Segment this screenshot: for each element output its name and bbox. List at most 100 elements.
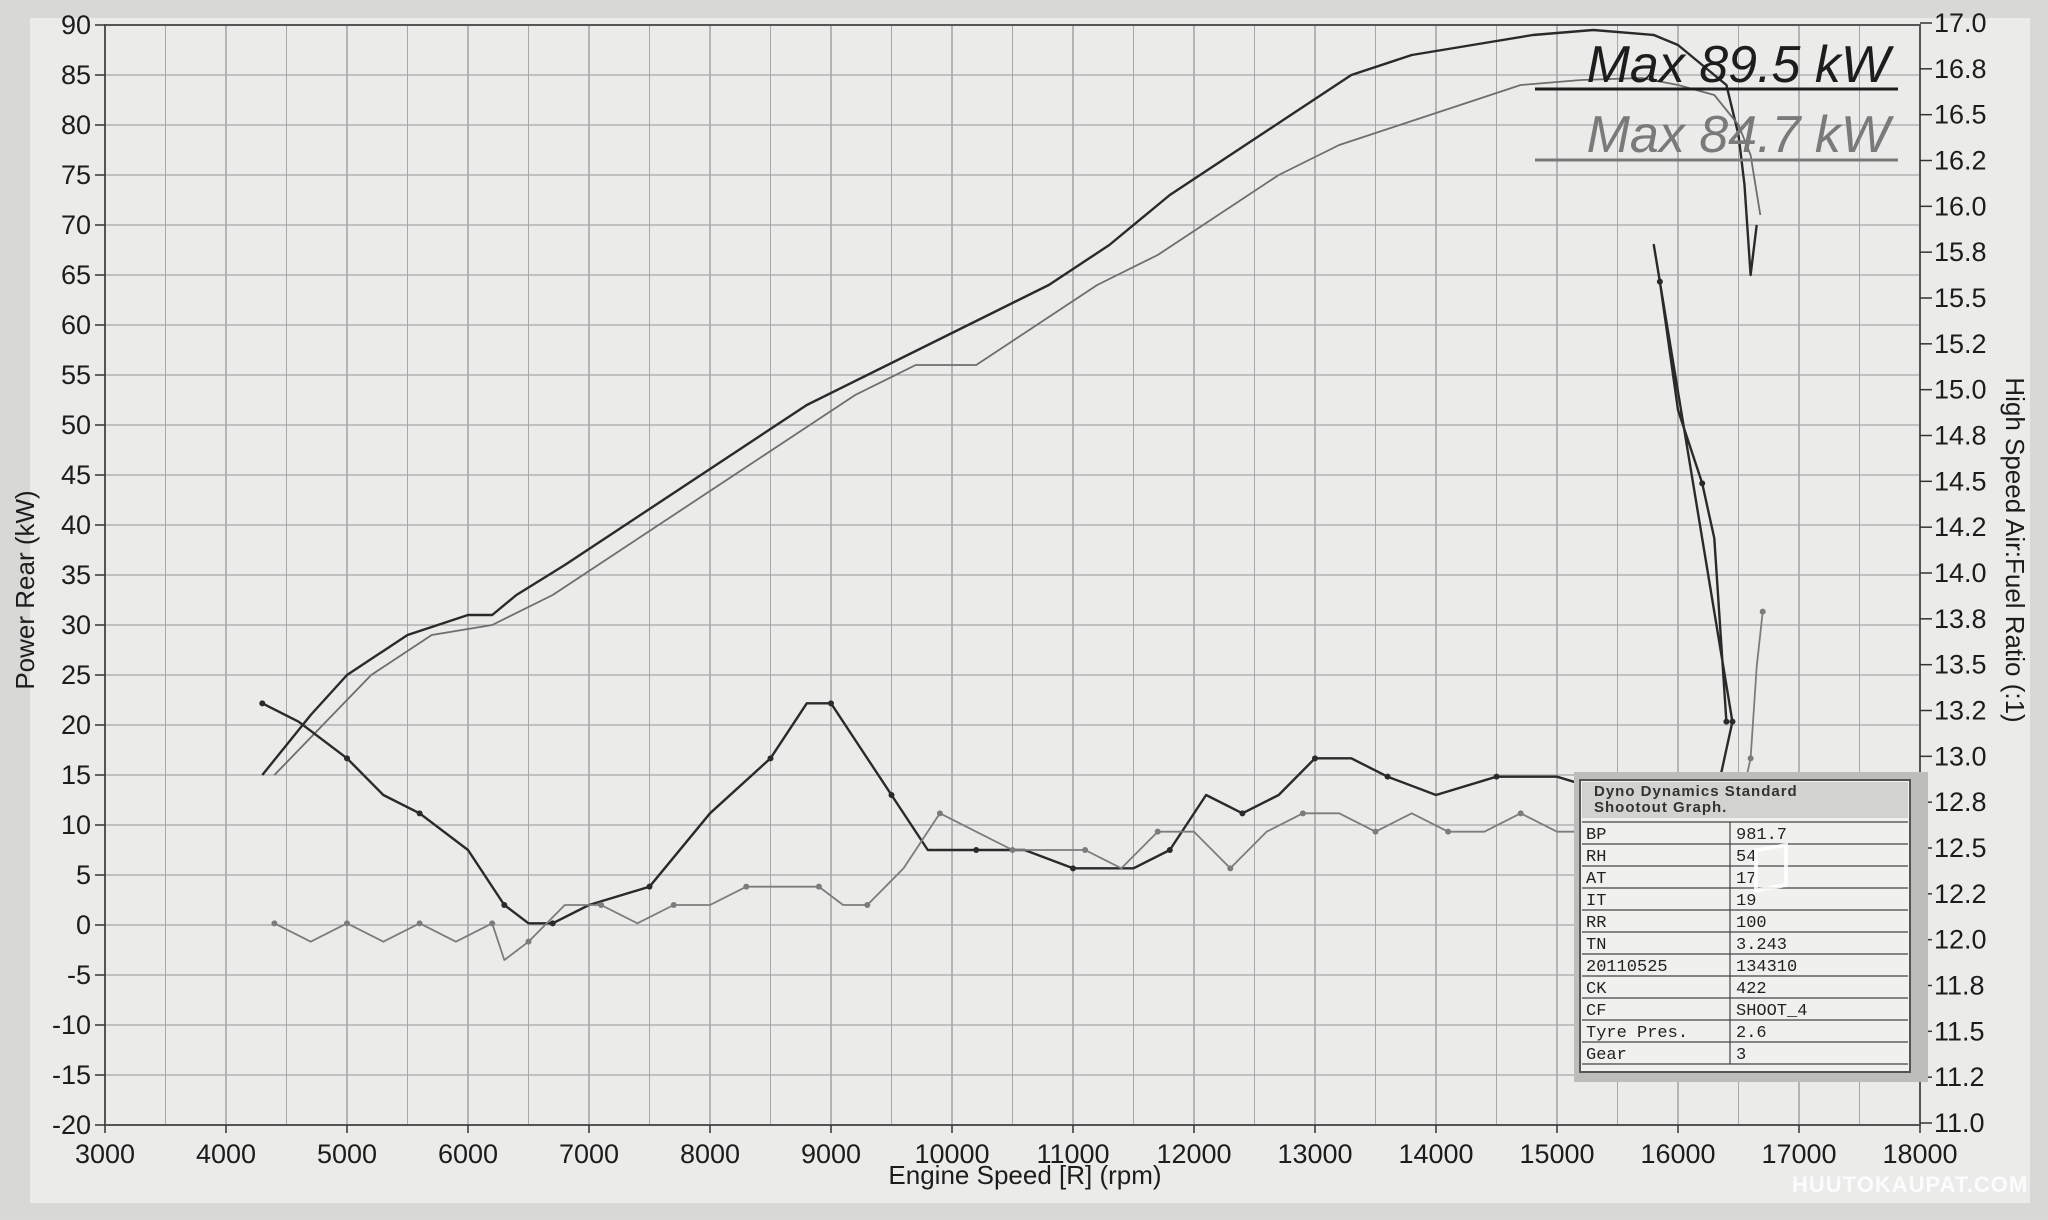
y-right-tick-label: 12.5: [1934, 833, 1987, 863]
y-left-tick-label: 75: [61, 160, 91, 190]
y-right-tick-label: 13.2: [1934, 696, 1987, 726]
info-table-header: [1582, 782, 1908, 818]
x-tick-label: 17000: [1761, 1139, 1836, 1169]
series-point-4: [815, 883, 822, 890]
info-table-label: RR: [1586, 914, 1606, 933]
y-axis-right-ticks: 17.0 16.8 16.5 16.2 16.0 15.8 15.5 15.2 15.0 14.8…: [1920, 8, 1987, 1138]
x-tick-label: 15000: [1519, 1139, 1594, 1169]
series-point-4: [271, 920, 278, 927]
series-point-4: [598, 902, 605, 908]
info-table-value: SHOOT_4: [1736, 1002, 1807, 1021]
y-left-tick-label: 30: [61, 610, 91, 640]
y-right-tick-label: 15.0: [1934, 375, 1987, 405]
y-right-tick-label: 16.5: [1934, 100, 1987, 130]
x-tick-label: 5000: [317, 1139, 377, 1169]
x-tick-label: 11000: [1036, 1139, 1109, 1169]
y-left-tick-label: -5: [67, 960, 91, 990]
series-point-4: [1009, 847, 1016, 853]
y-right-tick-label: 13.0: [1934, 741, 1987, 771]
y-left-tick-label: 40: [61, 510, 91, 540]
series-point-3: [767, 755, 774, 762]
series-point-3: [1070, 865, 1076, 872]
info-table-value: 2.6: [1736, 1024, 1767, 1043]
info-table-label: BP: [1586, 826, 1606, 845]
x-tick-label: 4000: [196, 1139, 256, 1169]
y-right-tick-label: 16.0: [1934, 191, 1987, 221]
y-left-tick-label: 50: [61, 410, 91, 440]
series-line-2: [273, 77, 1762, 776]
info-table-value: 3: [1736, 1046, 1746, 1065]
y-right-tick-label: 16.8: [1934, 54, 1987, 84]
series-point-3: [888, 792, 895, 798]
y-left-tick-label: 25: [61, 660, 91, 690]
series-point-4: [1227, 865, 1234, 872]
info-table-value: 422: [1736, 980, 1767, 999]
info-table-value: 134310: [1736, 958, 1797, 977]
info-table-label: CF: [1586, 1002, 1606, 1021]
max-power-label-run-1: Max 89.5 kW: [1587, 36, 1895, 94]
watermark: HUUTOKAUPAT.COM: [1754, 842, 2028, 1197]
y-right-tick-label: 12.2: [1934, 879, 1987, 909]
series-point-4: [525, 938, 532, 945]
series-point-3: [1656, 278, 1663, 285]
x-tick-label: 8000: [680, 1139, 740, 1169]
y-right-tick-label: 11.8: [1934, 971, 1985, 1001]
info-table-value: 17: [1736, 870, 1756, 889]
y-left-tick-label: 80: [61, 110, 91, 140]
y-right-tick-label: 12.0: [1934, 925, 1987, 955]
y-left-tick-label: 5: [76, 860, 91, 890]
y-right-tick-label: 11.2: [1934, 1062, 1985, 1092]
x-axis-title: Engine Speed [R] (rpm): [888, 1160, 1161, 1190]
x-tick-label: 12000: [1156, 1139, 1231, 1169]
series-point-3: [1384, 773, 1391, 780]
info-table-box: [1579, 779, 1911, 1073]
watermark-text: HUUTOKAUPAT.COM: [1792, 1172, 2028, 1197]
series-point-3: [549, 920, 556, 927]
series-point-4: [344, 920, 350, 927]
info-table-value: 100: [1736, 914, 1767, 933]
info-table-label: RH: [1586, 848, 1606, 867]
y-right-tick-label: 11.0: [1934, 1108, 1985, 1138]
series-point-3: [259, 700, 266, 707]
info-table: Dyno Dynamics Standard Shootout Graph. B…: [1574, 772, 1928, 1082]
series-point-4: [1517, 810, 1524, 817]
watermark-logo-icon: [1754, 842, 1788, 893]
series-point-4: [743, 883, 750, 890]
x-tick-label: 3000: [75, 1139, 135, 1169]
info-table-value: 19: [1736, 892, 1756, 911]
y-left-tick-label: -10: [52, 1010, 91, 1040]
info-table-label: Gear: [1586, 1046, 1627, 1065]
series-point-4: [1299, 810, 1306, 817]
y-left-tick-label: -20: [52, 1110, 91, 1140]
x-tick-label: 13000: [1277, 1139, 1352, 1169]
x-axis-ticks: 3000 4000 5000 6000 7000 8000 9000 10000 11000 12…: [75, 1125, 1958, 1169]
series-point-3: [828, 700, 834, 707]
y-left-tick-label: 20: [61, 710, 91, 740]
y-left-tick-label: 35: [61, 560, 91, 590]
y-right-tick-label: 14.5: [1934, 466, 1987, 496]
y-left-tick-label: 10: [61, 810, 91, 840]
info-table-label: AT: [1586, 870, 1606, 889]
series-point-4: [1372, 828, 1379, 835]
series-point-4: [416, 920, 423, 927]
series-point-3: [973, 847, 980, 853]
y-left-tick-label: 45: [61, 460, 91, 490]
series-line-1: [261, 28, 1758, 776]
y-left-tick-label: 65: [61, 260, 91, 290]
y-left-tick-label: 0: [76, 910, 91, 940]
info-table-label: CK: [1586, 980, 1607, 999]
y-left-tick-label: 55: [61, 360, 91, 390]
info-table-value: 54: [1736, 848, 1756, 867]
y-left-tick-label: 60: [61, 310, 91, 340]
series-point-3: [1723, 718, 1730, 725]
series-point-3: [1239, 810, 1246, 817]
y-right-tick-label: 15.2: [1934, 329, 1987, 359]
series-point-4: [936, 810, 943, 817]
info-table-label: IT: [1586, 892, 1606, 911]
x-tick-label: 14000: [1398, 1139, 1473, 1169]
x-tick-label: 10000: [914, 1139, 989, 1169]
series-point-4: [670, 902, 677, 908]
x-tick-label: 6000: [438, 1139, 498, 1169]
